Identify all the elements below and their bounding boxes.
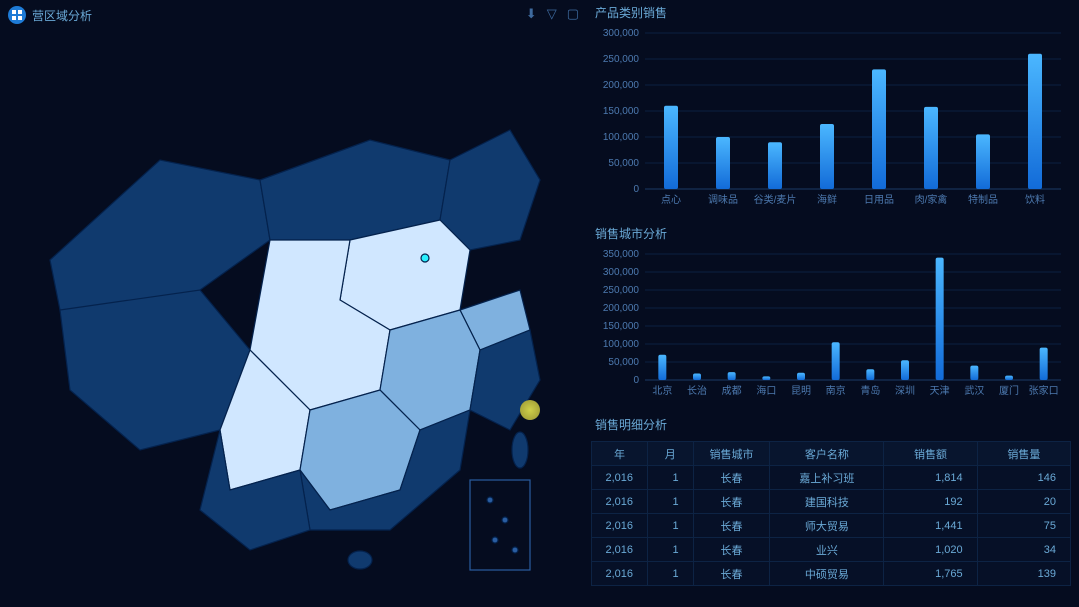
svg-text:肉/家禽: 肉/家禽 — [915, 193, 948, 206]
table-cell: 嘉上补习班 — [770, 466, 884, 490]
table-cell: 139 — [977, 562, 1070, 586]
category-bar-chart[interactable]: 0 50,000 100,000 150,000 200,000 250,000 300,0… — [591, 27, 1071, 217]
table-row[interactable]: 2,0161长春嘉上补习班1,814146 — [592, 466, 1071, 490]
svg-text:厦门: 厦门 — [999, 384, 1019, 397]
svg-text:0: 0 — [633, 184, 639, 195]
table-cell: 长春 — [693, 514, 770, 538]
table-cell: 2,016 — [592, 466, 648, 490]
table-cell: 业兴 — [770, 538, 884, 562]
svg-text:谷类/麦片: 谷类/麦片 — [754, 193, 797, 206]
china-map[interactable] — [20, 30, 580, 590]
svg-text:长治: 长治 — [687, 384, 707, 397]
table-cell: 75 — [977, 514, 1070, 538]
table-cell: 1 — [647, 562, 693, 586]
table-cell: 192 — [884, 490, 977, 514]
category-chart-block: 产品类别销售 0 50,000 100,000 150,000 200,000 250,0… — [591, 4, 1071, 217]
table-cell: 1,765 — [884, 562, 977, 586]
city-chart-block: 销售城市分析 0 50,000 100,000 150,000 200,000 250,0… — [591, 225, 1071, 408]
table-header[interactable]: 客户名称 — [770, 442, 884, 466]
filter-icon[interactable]: ▽ — [547, 6, 557, 22]
svg-text:北京: 北京 — [652, 384, 672, 397]
table-row[interactable]: 2,0161长春业兴1,02034 — [592, 538, 1071, 562]
svg-text:50,000: 50,000 — [608, 357, 639, 368]
table-cell: 2,016 — [592, 490, 648, 514]
svg-text:日用品: 日用品 — [864, 194, 894, 206]
svg-text:青岛: 青岛 — [860, 384, 880, 397]
svg-text:张家口: 张家口 — [1029, 384, 1059, 397]
table-cell: 长春 — [693, 538, 770, 562]
table-row[interactable]: 2,0161长春师大贸易1,44175 — [592, 514, 1071, 538]
page-title: 营区域分析 — [32, 7, 92, 24]
svg-text:250,000: 250,000 — [603, 54, 640, 65]
map-toolbar: ⬇ ▽ ▢ — [526, 6, 579, 22]
table-cell: 2,016 — [592, 514, 648, 538]
table-cell: 20 — [977, 490, 1070, 514]
svg-text:饮料: 饮料 — [1025, 193, 1045, 206]
svg-text:150,000: 150,000 — [603, 106, 640, 117]
svg-text:昆明: 昆明 — [791, 385, 811, 397]
table-cell: 34 — [977, 538, 1070, 562]
table-cell: 2,016 — [592, 538, 648, 562]
table-cell: 长春 — [693, 562, 770, 586]
page-header: 营区域分析 — [8, 6, 92, 24]
svg-text:100,000: 100,000 — [603, 132, 640, 143]
svg-text:海口: 海口 — [756, 384, 776, 397]
svg-text:调味品: 调味品 — [708, 194, 738, 206]
table-cell: 1,441 — [884, 514, 977, 538]
svg-text:南京: 南京 — [826, 384, 846, 397]
expand-icon[interactable]: ▢ — [567, 6, 579, 22]
svg-text:天津: 天津 — [930, 385, 950, 397]
svg-text:0: 0 — [633, 375, 639, 386]
svg-text:300,000: 300,000 — [603, 267, 640, 278]
table-cell: 师大贸易 — [770, 514, 884, 538]
table-cell: 长春 — [693, 466, 770, 490]
svg-text:点心: 点心 — [661, 194, 681, 206]
table-header[interactable]: 销售额 — [884, 442, 977, 466]
city-bar-chart[interactable]: 0 50,000 100,000 150,000 200,000 250,000 300,0… — [591, 248, 1071, 408]
svg-text:特制品: 特制品 — [968, 193, 998, 206]
right-panel: 产品类别销售 050,000100,000150,000200,000250,0… — [591, 4, 1071, 602]
table-cell: 1,814 — [884, 466, 977, 490]
city-chart-title: 销售城市分析 — [591, 225, 1071, 242]
svg-text:200,000: 200,000 — [603, 80, 640, 91]
table-cell: 建国科技 — [770, 490, 884, 514]
table-cell: 1 — [647, 466, 693, 490]
svg-text:300,000: 300,000 — [603, 28, 640, 39]
table-row[interactable]: 2,0161长春建国科技19220 — [592, 490, 1071, 514]
svg-text:武汉: 武汉 — [964, 384, 984, 397]
table-cell: 1,020 — [884, 538, 977, 562]
category-chart-title: 产品类别销售 — [591, 4, 1071, 21]
table-header[interactable]: 月 — [647, 442, 693, 466]
table-cell: 146 — [977, 466, 1070, 490]
table-cell: 中硕贸易 — [770, 562, 884, 586]
svg-text:成都: 成都 — [722, 385, 742, 397]
table-header[interactable]: 销售城市 — [693, 442, 770, 466]
table-cell: 长春 — [693, 490, 770, 514]
svg-text:100,000: 100,000 — [603, 339, 640, 350]
svg-text:深圳: 深圳 — [895, 385, 915, 397]
table-cell: 2,016 — [592, 562, 648, 586]
grid-icon[interactable] — [8, 6, 26, 24]
sales-detail-table[interactable]: 年月销售城市客户名称销售额销售量 2,0161长春嘉上补习班1,8141462,… — [591, 441, 1071, 586]
table-cell: 1 — [647, 514, 693, 538]
sales-detail-block: 销售明细分析 年月销售城市客户名称销售额销售量 2,0161长春嘉上补习班1,8… — [591, 416, 1071, 602]
svg-text:250,000: 250,000 — [603, 285, 640, 296]
svg-text:150,000: 150,000 — [603, 321, 640, 332]
sales-detail-title: 销售明细分析 — [591, 416, 1071, 433]
table-header[interactable]: 销售量 — [977, 442, 1070, 466]
svg-text:200,000: 200,000 — [603, 303, 640, 314]
table-header[interactable]: 年 — [592, 442, 648, 466]
svg-text:50,000: 50,000 — [608, 158, 639, 169]
download-icon[interactable]: ⬇ — [526, 6, 537, 22]
table-row[interactable]: 2,0161长春中硕贸易1,765139 — [592, 562, 1071, 586]
svg-text:海鲜: 海鲜 — [817, 193, 837, 206]
map-highlight-dot — [520, 400, 540, 420]
table-cell: 1 — [647, 538, 693, 562]
table-cell: 1 — [647, 490, 693, 514]
svg-text:350,000: 350,000 — [603, 249, 640, 260]
